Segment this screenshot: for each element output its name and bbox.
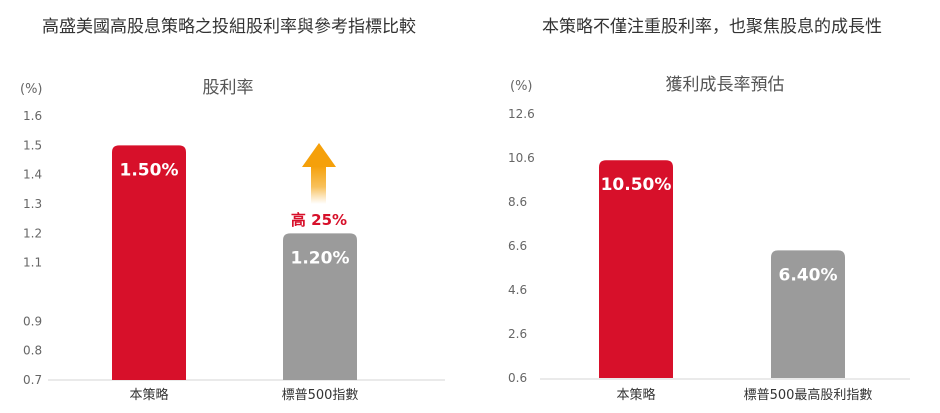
chart-right-x-ticks: 本策略 標普500最高股利指數 xyxy=(616,387,872,403)
chart-left-bar xyxy=(112,145,186,380)
chart-left-heading: 高盛美國高股息策略之投組股利率與參考指標比較 xyxy=(42,17,416,37)
chart-right-bar xyxy=(599,160,673,378)
chart-left-y-tick: 1.3 xyxy=(23,197,42,211)
chart-right-bars xyxy=(599,160,845,378)
chart-left-y-tick: 1.5 xyxy=(23,138,42,152)
chart-right-y-tick: 6.6 xyxy=(508,239,527,253)
chart-right-y-tick: 2.6 xyxy=(508,327,527,341)
chart-left-y-tick: 1.1 xyxy=(23,256,42,270)
chart-right-y-tick: 12.6 xyxy=(508,107,535,121)
chart-right: 本策略不僅注重股利率，也聚焦股息的成長性 獲利成長率預估 (%) 0.6 2.6 4… xyxy=(508,17,910,403)
chart-right-value-labels: 10.50% 6.40% xyxy=(601,175,838,285)
chart-right-x-tick: 標普500最高股利指數 xyxy=(744,387,873,403)
chart-left-y-tick: 0.7 xyxy=(23,373,42,387)
chart-right-title: 獲利成長率預估 xyxy=(666,75,785,95)
chart-right-y-ticks: 0.6 2.6 4.6 6.6 8.6 10.6 12.6 xyxy=(508,107,535,385)
chart-left-x-ticks: 本策略 標普500指數 xyxy=(129,387,358,403)
chart-right-y-tick: 8.6 xyxy=(508,195,527,209)
chart-right-y-tick: 0.6 xyxy=(508,371,527,385)
chart-left-bars xyxy=(112,145,357,380)
chart-left-y-tick: 1.2 xyxy=(23,226,42,240)
chart-left-bar xyxy=(283,233,357,380)
chart-left-y-tick: 1.4 xyxy=(23,168,42,182)
chart-left-value-label: 1.20% xyxy=(291,248,350,268)
up-arrow-icon xyxy=(302,143,336,204)
chart-left-title: 股利率 xyxy=(203,78,254,98)
chart-left-y-tick: 1.6 xyxy=(23,109,42,123)
chart-left-y-tick: 0.9 xyxy=(23,314,42,328)
chart-left-annotation: 高 25% xyxy=(291,211,347,229)
chart-left-value-label: 1.50% xyxy=(120,160,179,180)
chart-right-heading: 本策略不僅注重股利率，也聚焦股息的成長性 xyxy=(542,17,882,37)
chart-right-y-tick: 10.6 xyxy=(508,151,535,165)
chart-right-y-unit: (%) xyxy=(510,79,533,94)
chart-left-y-unit: (%) xyxy=(20,82,43,97)
chart-right-value-label: 10.50% xyxy=(601,175,672,195)
chart-left-value-labels: 1.50% 1.20% xyxy=(120,160,350,268)
chart-left-y-ticks: 0.7 0.8 0.9 1.1 1.2 1.3 1.4 1.5 1.6 xyxy=(23,109,42,387)
chart-left-y-tick: 0.8 xyxy=(23,344,42,358)
chart-right-x-tick: 本策略 xyxy=(616,387,655,403)
chart-left-x-tick: 標普500指數 xyxy=(282,388,359,403)
chart-left: 高盛美國高股息策略之投組股利率與參考指標比較 股利率 (%) 0.7 0.8 0.9… xyxy=(20,17,445,403)
chart-right-y-tick: 4.6 xyxy=(508,283,527,297)
chart-left-x-tick: 本策略 xyxy=(129,387,168,403)
chart-right-bar xyxy=(771,250,845,378)
chart-right-value-label: 6.40% xyxy=(779,265,838,285)
